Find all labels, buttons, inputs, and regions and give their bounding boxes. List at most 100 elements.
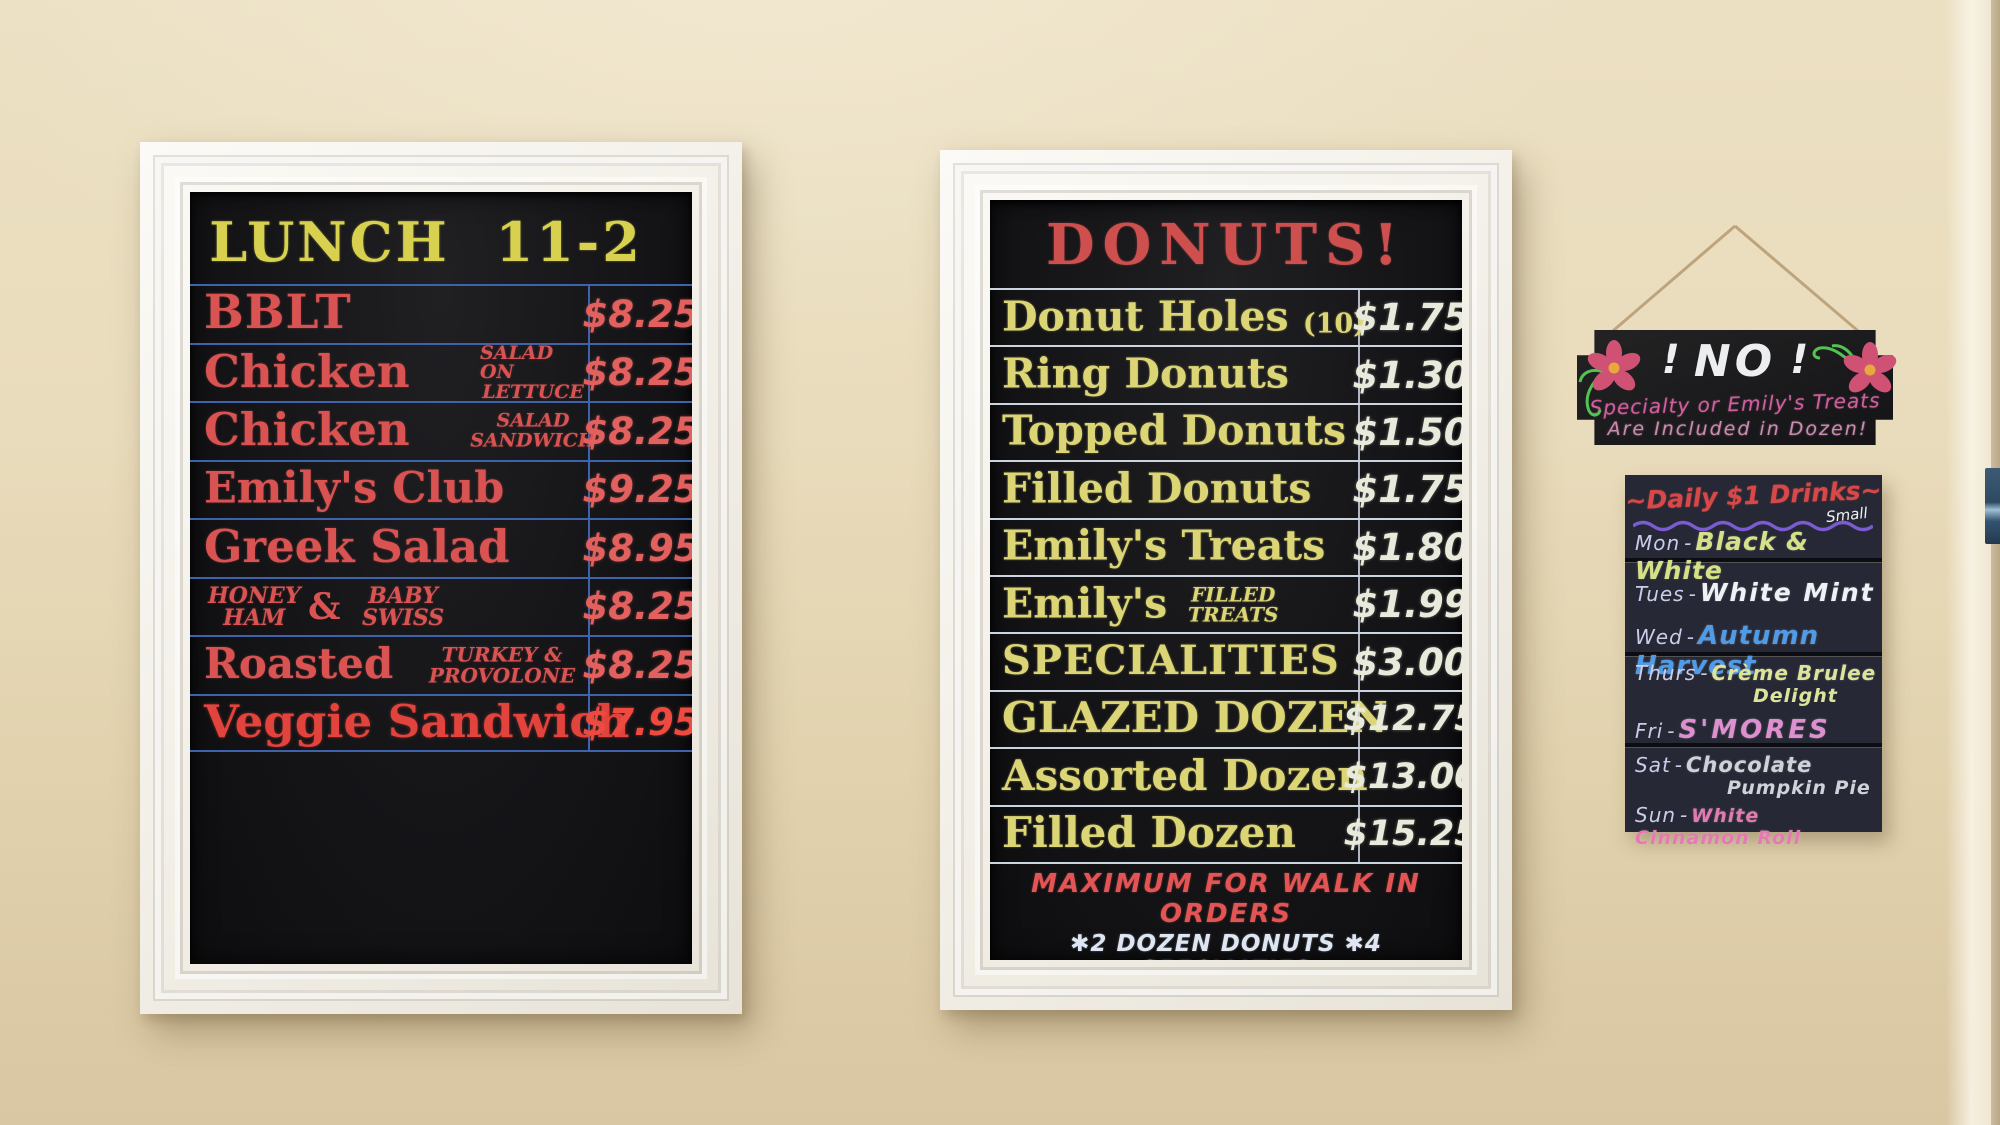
day-label: Thurs: [1635, 661, 1697, 685]
menu-item-name: Topped Donuts: [1002, 407, 1347, 456]
menu-row-specialities: SPECIALITIES $3.00: [990, 632, 1462, 689]
menu-item-price: $13.00: [1343, 756, 1462, 797]
menu-item-price: $8.25: [582, 585, 692, 629]
max-orders-line: ✱2 DOZEN DONUTS ✱4 SPECIALTIES: [1070, 931, 1382, 960]
daily-drinks-board: ~Daily $1 Drinks~ Small Mon - Black & Whit…: [1625, 475, 1882, 849]
day-label: Sun: [1635, 803, 1677, 827]
max-orders-heading: MAXIMUM FOR WALK IN ORDERS: [1031, 869, 1421, 929]
drink-row-fri: Fri - S'MORES: [1635, 715, 1831, 745]
menu-row-filled-dozen: Filled Dozen $15.25: [990, 804, 1462, 862]
menu-item-subtitle: SALAD ON LETTUCE: [480, 341, 584, 403]
drink-row-thurs: Thurs - Crème Brulee Delight: [1635, 661, 1880, 707]
menu-row-bblt: BBLT $8.25: [190, 284, 692, 343]
no-word: NO: [1693, 336, 1777, 387]
menu-item-name: Emily's Treats: [1002, 521, 1326, 570]
drink-row-sat: Sat - Chocolate Pumpkin Pie: [1635, 753, 1880, 799]
menu-item-price: $1.99: [1352, 583, 1462, 627]
wavy-underline: [1633, 520, 1873, 532]
menu-item-name: HONEY HAM: [208, 582, 301, 631]
day-label: Wed: [1635, 625, 1683, 649]
menu-item-subtitle: SALAD SANDWICH: [470, 409, 596, 452]
menu-item-price: $9.25: [582, 468, 692, 512]
menu-item-name: Veggie Sandwich: [204, 694, 630, 748]
drink-name: White Cinnamon Roll: [1635, 805, 1802, 849]
menu-row-assorted-dozen: Assorted Dozen $13.00: [990, 747, 1462, 804]
menu-item-name: Chicken: [204, 344, 410, 398]
menu-row-honey-ham-baby-swiss: HONEY HAM & BABY SWISS $8.25: [190, 576, 692, 636]
menu-item-subtitle: FILLED TREATS: [1188, 582, 1279, 627]
menu-item-subtitle: TURKEY & PROVOLONE: [428, 642, 576, 688]
drink-name: White Mint: [1699, 578, 1875, 607]
menu-item-price: $3.00: [1352, 640, 1462, 684]
wall-corner-edge: [1991, 0, 2000, 1125]
menu-item-price: $1.50: [1352, 410, 1462, 454]
menu-item-price: $8.25: [582, 409, 692, 453]
walk-in-order-limits: MAXIMUM FOR WALK IN ORDERS ✱2 DOZEN DONU…: [990, 862, 1462, 960]
menu-item-price: $1.75: [1352, 296, 1462, 340]
drink-name: Crème Brulee: [1711, 661, 1877, 685]
menu-row-glazed-dozen: GLAZED DOZEN $12.75: [990, 689, 1462, 747]
menu-item-price: $7.95: [582, 701, 692, 745]
plank-gap: [1625, 558, 1882, 562]
lunch-menu-board: LUNCH 11-2 BBLT $8.25 Chicken SALAD ON LET…: [140, 142, 742, 1014]
menu-row-chicken-salad-sandwich: Chicken SALAD SANDWICH $8.25: [190, 401, 692, 460]
drink-row-wed: Wed - Autumn Harvest: [1635, 621, 1820, 681]
drink-name-line2: Delight: [1753, 685, 1838, 707]
menu-item-name: Greek Salad: [204, 520, 510, 574]
menu-row-topped-donuts: Topped Donuts $1.50: [990, 402, 1462, 460]
day-label: Sat: [1635, 753, 1671, 777]
menu-item-price: $8.25: [582, 351, 692, 395]
menu-row-chicken-salad-lettuce: Chicken SALAD ON LETTUCE $8.25: [190, 341, 692, 403]
plank-gap: [1625, 652, 1882, 656]
donut-menu-board: DONUTS! Donut Holes (10) $1.75 Ring Donu…: [940, 150, 1512, 1010]
menu-row-donut-holes: Donut Holes (10) $1.75: [990, 288, 1462, 345]
menu-item-price: $12.75: [1343, 699, 1462, 740]
menu-item-price: $15.25: [1343, 814, 1462, 855]
menu-item-price: $8.25: [582, 643, 692, 687]
drink-name: Black & White: [1635, 527, 1809, 585]
ampersand: &: [308, 585, 341, 628]
menu-item-name: Assorted Dozen: [1002, 750, 1368, 800]
drink-name: Autumn Harvest: [1635, 621, 1820, 681]
drink-name: S'MORES: [1678, 715, 1831, 745]
menu-item-name: Emily's Club: [204, 463, 505, 514]
menu-row-ring-donuts: Ring Donuts $1.30: [990, 345, 1462, 402]
menu-item-name: Donut Holes (10): [1002, 292, 1366, 341]
menu-item-name: Filled Donuts: [1002, 464, 1312, 513]
menu-item-price: $8.25: [582, 292, 692, 336]
no-specialty-plaque: ! NO ! Specialty or Emily's Treats Are I…: [1577, 330, 1893, 445]
drink-row-tues: Tues - White Mint: [1635, 578, 1875, 607]
drink-name-line2: Pumpkin Pie: [1727, 777, 1871, 799]
exclamation-mark: !: [1661, 336, 1680, 383]
menu-item-name: Chicken: [204, 403, 410, 457]
lunch-menu-rows: BBLT $8.25 Chicken SALAD ON LETTUCE $8.25…: [190, 284, 692, 752]
no-sign-line1: Specialty or Emily's Treats: [1589, 388, 1881, 420]
menu-item-price: $1.30: [1352, 353, 1462, 397]
lunch-chalkboard-surface: LUNCH 11-2 BBLT $8.25 Chicken SALAD ON LET…: [190, 192, 692, 964]
quantity-note: (10): [1302, 308, 1366, 340]
menu-item-name: Emily's: [1002, 579, 1168, 628]
day-label: Fri: [1635, 719, 1664, 743]
blue-object-at-edge: [1985, 468, 2000, 544]
menu-row-emilys-treats: Emily's Treats $1.80: [990, 517, 1462, 575]
hanging-twine-string: [1606, 224, 1865, 338]
menu-row-emilys-club: Emily's Club $9.25: [190, 459, 692, 519]
menu-row-roasted-turkey: Roasted TURKEY & PROVOLONE $8.25: [190, 635, 692, 694]
drink-row-sun: Sun - White Cinnamon Roll: [1635, 803, 1802, 849]
menu-item-price: $1.80: [1352, 525, 1462, 569]
menu-item-name: Roasted: [204, 639, 394, 689]
donut-board-title: DONUTS!: [1045, 212, 1407, 278]
menu-item-name: BABY SWISS: [362, 582, 445, 631]
day-label: Tues: [1635, 582, 1685, 606]
menu-item-price: $1.75: [1352, 468, 1462, 512]
menu-row-emilys-filled-treats: Emily's FILLED TREATS $1.99: [990, 574, 1462, 632]
menu-item-name: Ring Donuts: [1002, 349, 1289, 398]
menu-item-price: $8.95: [582, 526, 692, 570]
no-sign-line2: Are Included in Dozen!: [1607, 418, 1869, 440]
lunch-title-hours: 11-2: [495, 210, 643, 274]
menu-item-name: SPECIALITIES: [1002, 637, 1340, 685]
menu-item-name: Filled Dozen: [1002, 808, 1296, 858]
menu-row-filled-donuts: Filled Donuts $1.75: [990, 460, 1462, 517]
menu-item-name: GLAZED DOZEN: [1002, 693, 1388, 743]
plank-gap: [1625, 743, 1882, 747]
